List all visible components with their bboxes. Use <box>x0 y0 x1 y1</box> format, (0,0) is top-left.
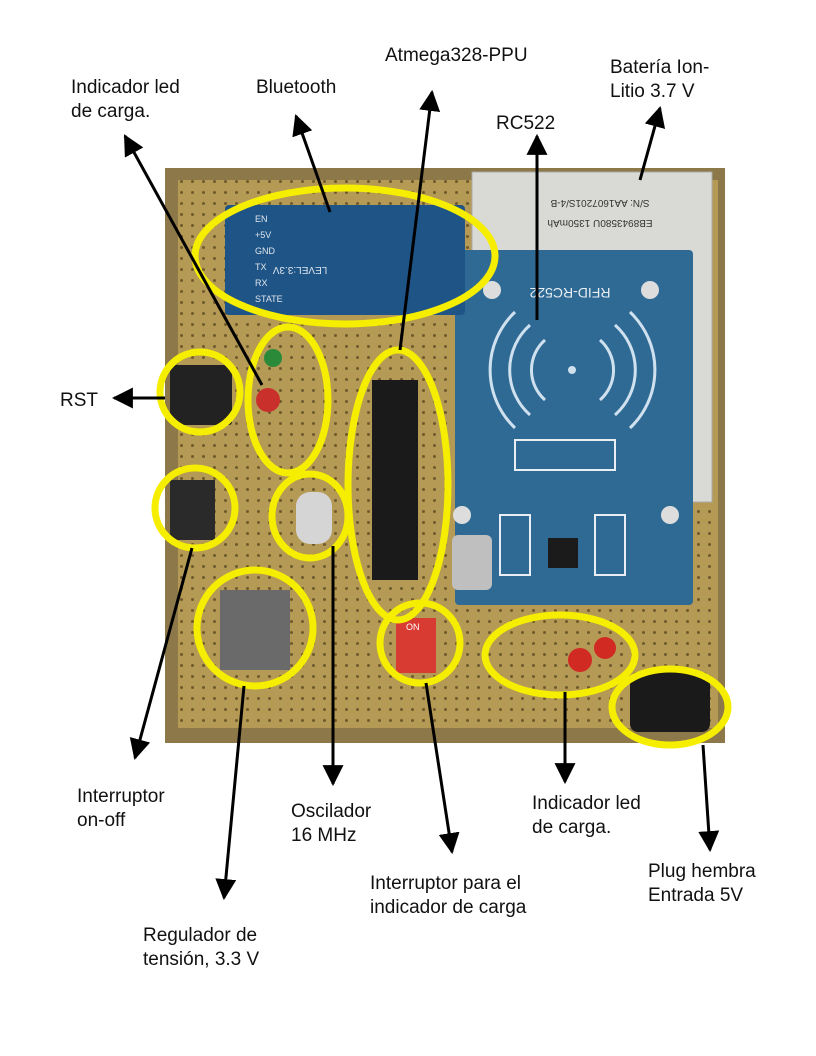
dc-jack <box>630 672 710 732</box>
highlight-led-bottom <box>481 611 639 699</box>
bt-pin-tx: TX <box>255 262 267 272</box>
rfid-module: RFID-RC522 <box>452 250 693 605</box>
highlight-rst <box>156 348 244 436</box>
led-red-3 <box>594 637 616 659</box>
bt-pin-state: STATE <box>255 294 283 304</box>
label-atmega: Atmega328-PPU <box>385 45 528 66</box>
arrow-bateria <box>638 105 666 181</box>
bt-pin-rx: RX <box>255 278 268 288</box>
highlight-regulator <box>193 566 317 690</box>
label-interruptor-carga: Interruptor para el indicador de carga <box>370 873 527 918</box>
label-rc522: RC522 <box>496 113 556 134</box>
arrow-led-top <box>123 134 264 386</box>
label-oscilador: Oscilador 16 MHz <box>291 801 372 846</box>
bluetooth-module: LEVEL:3.3V EN +5V GND TX RX STATE <box>225 205 465 315</box>
bt-pin-gnd: GND <box>255 246 276 256</box>
label-rst: RST <box>60 390 98 411</box>
bt-level-text: LEVEL:3.3V <box>272 264 327 275</box>
label-plug: Plug hembra Entrada 5V <box>648 861 756 906</box>
led-green <box>264 349 282 367</box>
regulator-ic <box>220 590 290 670</box>
onoff-switch <box>170 480 215 540</box>
arrow-interruptor <box>129 547 194 761</box>
label-bluetooth: Bluetooth <box>256 77 337 98</box>
battery-sn-text: S/N: AA1607201S/4-B <box>550 197 649 208</box>
led-red-2 <box>568 648 592 672</box>
crystal <box>296 492 332 544</box>
label-led-carga-top: Indicador led de carga. <box>71 77 180 122</box>
label-interruptor: Interruptor on-off <box>77 786 165 831</box>
highlight-oscillator <box>268 470 352 562</box>
battery-mah-text: EB8943580U 1350mAh <box>547 217 652 228</box>
label-led-carga-bottom: Indicador led de carga. <box>532 793 641 838</box>
arrow-interruptor-carga <box>424 682 460 855</box>
highlight-bluetooth <box>191 184 499 328</box>
highlight-onoff <box>151 464 239 552</box>
dip-switch <box>396 618 436 673</box>
arrow-regulador <box>215 685 246 901</box>
led-red <box>256 388 280 412</box>
highlight-atmega <box>344 346 452 624</box>
rst-button <box>170 365 232 425</box>
arrow-atmega <box>398 89 441 351</box>
dip-switch-text: ON <box>406 622 420 632</box>
highlight-led-top <box>244 323 332 477</box>
label-regulador: Regulador de tensión, 3.3 V <box>143 925 260 970</box>
arrows <box>111 89 720 901</box>
bt-pin-en: EN <box>255 214 268 224</box>
arrow-plug <box>698 744 720 853</box>
bt-pin-5v: +5V <box>255 230 271 240</box>
arrow-bluetooth <box>292 114 332 213</box>
highlight-dip <box>376 599 464 687</box>
label-bateria: Batería Ion- Litio 3.7 V <box>610 57 710 102</box>
atmega-chip <box>372 380 418 580</box>
highlights <box>151 184 732 749</box>
highlight-plug <box>608 665 732 749</box>
rfid-board-text: RFID-RC522 <box>529 285 610 301</box>
